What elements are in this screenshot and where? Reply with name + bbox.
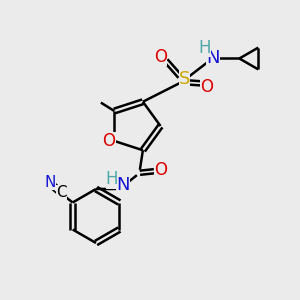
Text: O: O bbox=[154, 161, 167, 179]
Text: O: O bbox=[154, 48, 167, 66]
Text: N: N bbox=[44, 175, 56, 190]
Text: N: N bbox=[206, 50, 220, 68]
Text: C: C bbox=[56, 185, 67, 200]
Text: O: O bbox=[200, 78, 214, 96]
Text: H: H bbox=[106, 170, 118, 188]
Text: N: N bbox=[117, 176, 130, 194]
Text: O: O bbox=[103, 132, 116, 150]
Text: S: S bbox=[179, 70, 190, 88]
Text: H: H bbox=[198, 39, 211, 57]
